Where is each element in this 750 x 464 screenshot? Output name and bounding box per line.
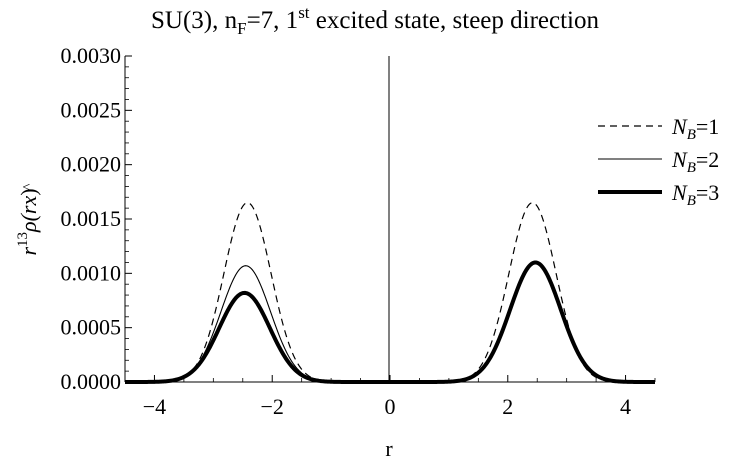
x-tick-label: −2 bbox=[261, 394, 284, 419]
legend-label-nb2: NB=2 bbox=[671, 147, 719, 176]
x-tick-label: 2 bbox=[502, 394, 513, 419]
series-group bbox=[124, 202, 656, 384]
series-line-nb3 bbox=[124, 260, 656, 384]
y-axis-title-hat: ^ bbox=[21, 183, 36, 190]
x-tick-label: 4 bbox=[620, 394, 631, 419]
ticks-group: −4 −2 0 2 4 0.0000 0.0005 0.0010 0.0015 0.0020 0.0… bbox=[61, 43, 656, 419]
y-tick-label: 0.0020 bbox=[61, 152, 122, 177]
legend-label-nb3: NB=3 bbox=[671, 180, 719, 209]
y-tick-label: 0.0030 bbox=[61, 43, 122, 68]
y-tick-label: 0.0010 bbox=[61, 260, 122, 285]
y-axis-title: r13ρ(rx) bbox=[15, 188, 41, 255]
y-tick-label: 0.0000 bbox=[61, 369, 122, 394]
series-line-nb2 bbox=[125, 260, 655, 383]
x-tick-label: −4 bbox=[143, 394, 166, 419]
legend: NB=1 NB=2 NB=3 bbox=[598, 114, 719, 209]
x-axis-title: r bbox=[385, 436, 393, 461]
legend-label-nb1: NB=1 bbox=[671, 114, 719, 143]
y-tick-label: 0.0015 bbox=[61, 206, 122, 231]
y-tick-label: 0.0005 bbox=[61, 315, 122, 340]
x-tick-label: 0 bbox=[385, 394, 396, 419]
chart-title: SU(3), nF=7, 1st excited state, steep di… bbox=[151, 3, 599, 38]
y-tick-label: 0.0025 bbox=[61, 97, 122, 122]
